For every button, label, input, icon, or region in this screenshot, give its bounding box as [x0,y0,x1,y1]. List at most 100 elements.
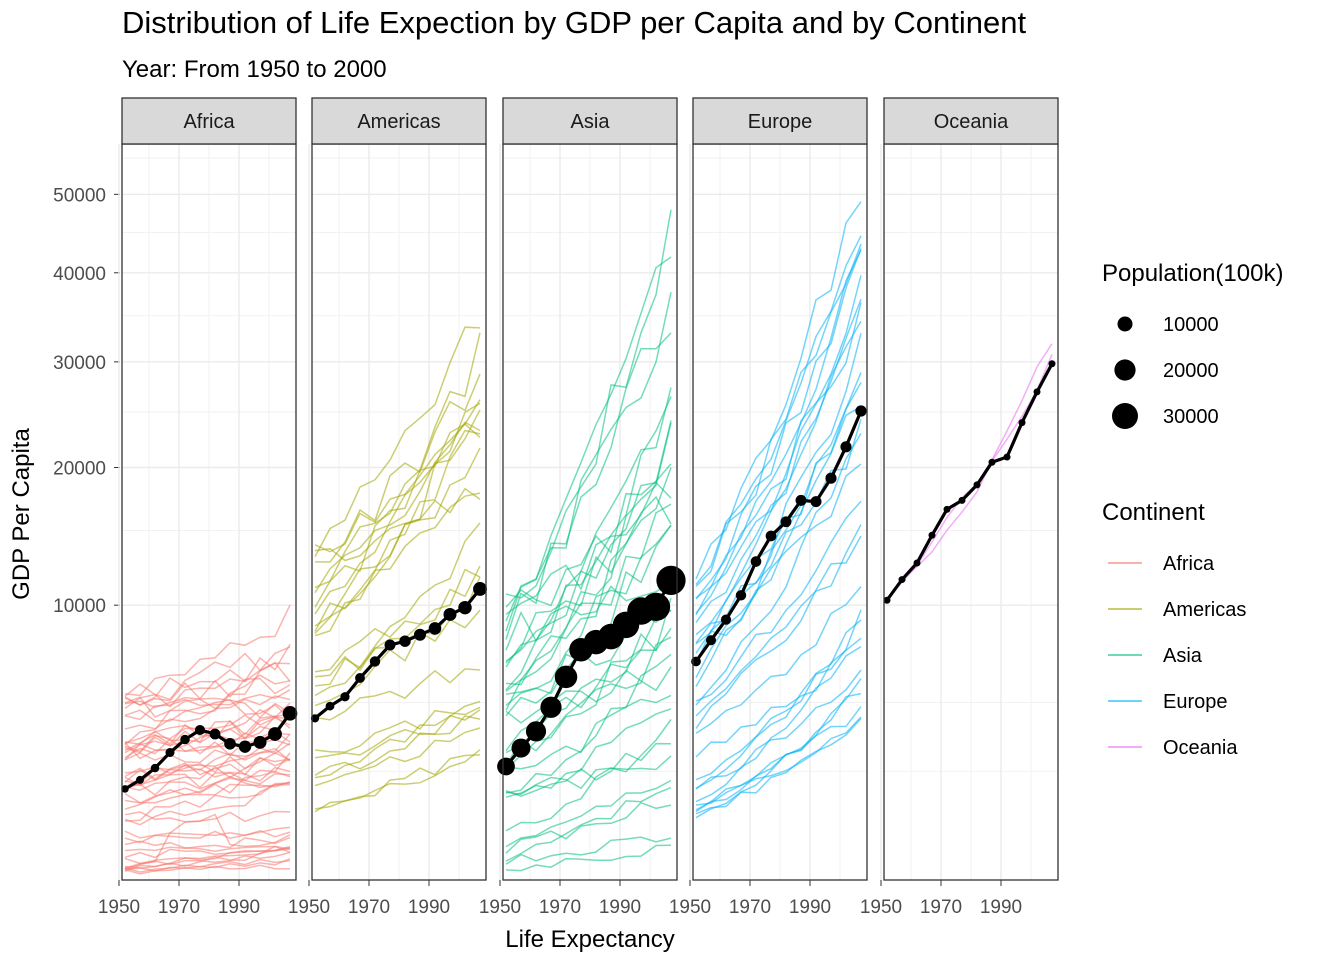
country-line [695,433,862,706]
country-line [695,320,862,599]
average-point [369,656,381,667]
country-line [124,697,291,719]
continent-legend-label: Oceania [1163,737,1238,759]
x-axis-title: Life Expectancy [505,926,674,953]
average-point [735,590,747,601]
country-line [314,565,481,687]
average-point [913,559,921,567]
country-line [314,727,481,787]
facet-asia: Asia 1950 1970 1990 [479,97,686,918]
facet-strip [502,97,678,145]
country-line [314,332,481,589]
country-line [124,730,291,759]
country-line [124,775,291,791]
average-point [554,665,578,689]
average-point [525,721,547,742]
average-point [325,701,335,711]
country-line [505,396,672,691]
average-point [340,692,350,702]
country-line [695,706,862,806]
country-line [124,766,291,783]
average-point [1048,360,1056,368]
country-line [505,653,672,794]
average-point [224,737,236,750]
country-line [124,858,291,873]
country-line [124,858,291,872]
average-point [443,607,457,621]
country-line [505,582,672,651]
x-tick-label: 1970 [920,897,962,918]
average-point [310,714,320,723]
average-point [750,556,762,567]
continent-legend-title: Continent [1102,499,1205,526]
facet-strip [121,97,297,145]
average-point [497,757,515,776]
y-axis-title: GDP Per Capita [8,428,35,600]
country-line [124,662,291,746]
population-legend-key [1117,316,1133,332]
population-legend-key [1112,403,1138,429]
country-line [505,719,672,832]
country-line [124,715,291,744]
continent-legend-label: Africa [1163,553,1215,575]
x-tick-label: 1970 [539,897,581,918]
country-line [124,714,291,761]
country-line [314,709,481,759]
x-tick-label: 1990 [408,897,450,918]
average-point [194,724,206,736]
country-line [124,646,291,701]
average-point [973,481,981,489]
country-line [314,754,481,813]
facet-oceania: Oceania 1950 1970 1990 [860,97,1059,918]
average-point [165,748,175,758]
facet-strip-label: Oceania [934,111,1009,133]
average-point [540,696,562,718]
average-point [656,565,686,595]
country-line [505,332,672,640]
chart-subtitle: Year: From 1950 to 2000 [122,56,387,83]
population-legend-label: 10000 [1163,314,1219,336]
average-point [765,530,777,542]
average-point [720,614,732,625]
average-point [268,727,282,741]
average-point [928,531,936,539]
average-point [458,600,472,615]
facet-strip-label: Africa [183,111,235,133]
country-line [505,742,672,798]
country-line [124,713,291,754]
average-point [150,763,160,773]
x-tick-label: 1990 [980,897,1022,918]
average-point [121,785,129,793]
average-point [473,582,487,596]
y-tick-label: 30000 [53,353,106,374]
average-point [943,505,951,513]
country-line [505,609,672,770]
country-line [695,235,862,585]
average-point [413,628,427,641]
average-point [988,458,996,466]
average-point [810,496,822,508]
country-line [505,387,672,668]
average-point [253,735,267,749]
average-point [238,740,252,753]
country-line [695,716,862,811]
average-point [136,775,144,784]
country-line [505,422,672,711]
country-line [314,487,481,562]
population-legend-label: 20000 [1163,360,1219,382]
country-line [124,742,291,786]
country-line [124,674,291,730]
facet-africa: Africa 1950 1970 1990 [98,97,298,918]
country-line [695,248,862,600]
country-line [314,715,481,776]
average-point [399,635,411,647]
average-point [428,622,442,635]
country-line [314,700,481,779]
country-line [695,637,862,758]
country-line [505,481,672,615]
country-line [695,692,862,813]
country-line [124,783,291,826]
population-legend-title: Population(100k) [1102,260,1283,287]
x-tick-label: 1970 [158,897,200,918]
